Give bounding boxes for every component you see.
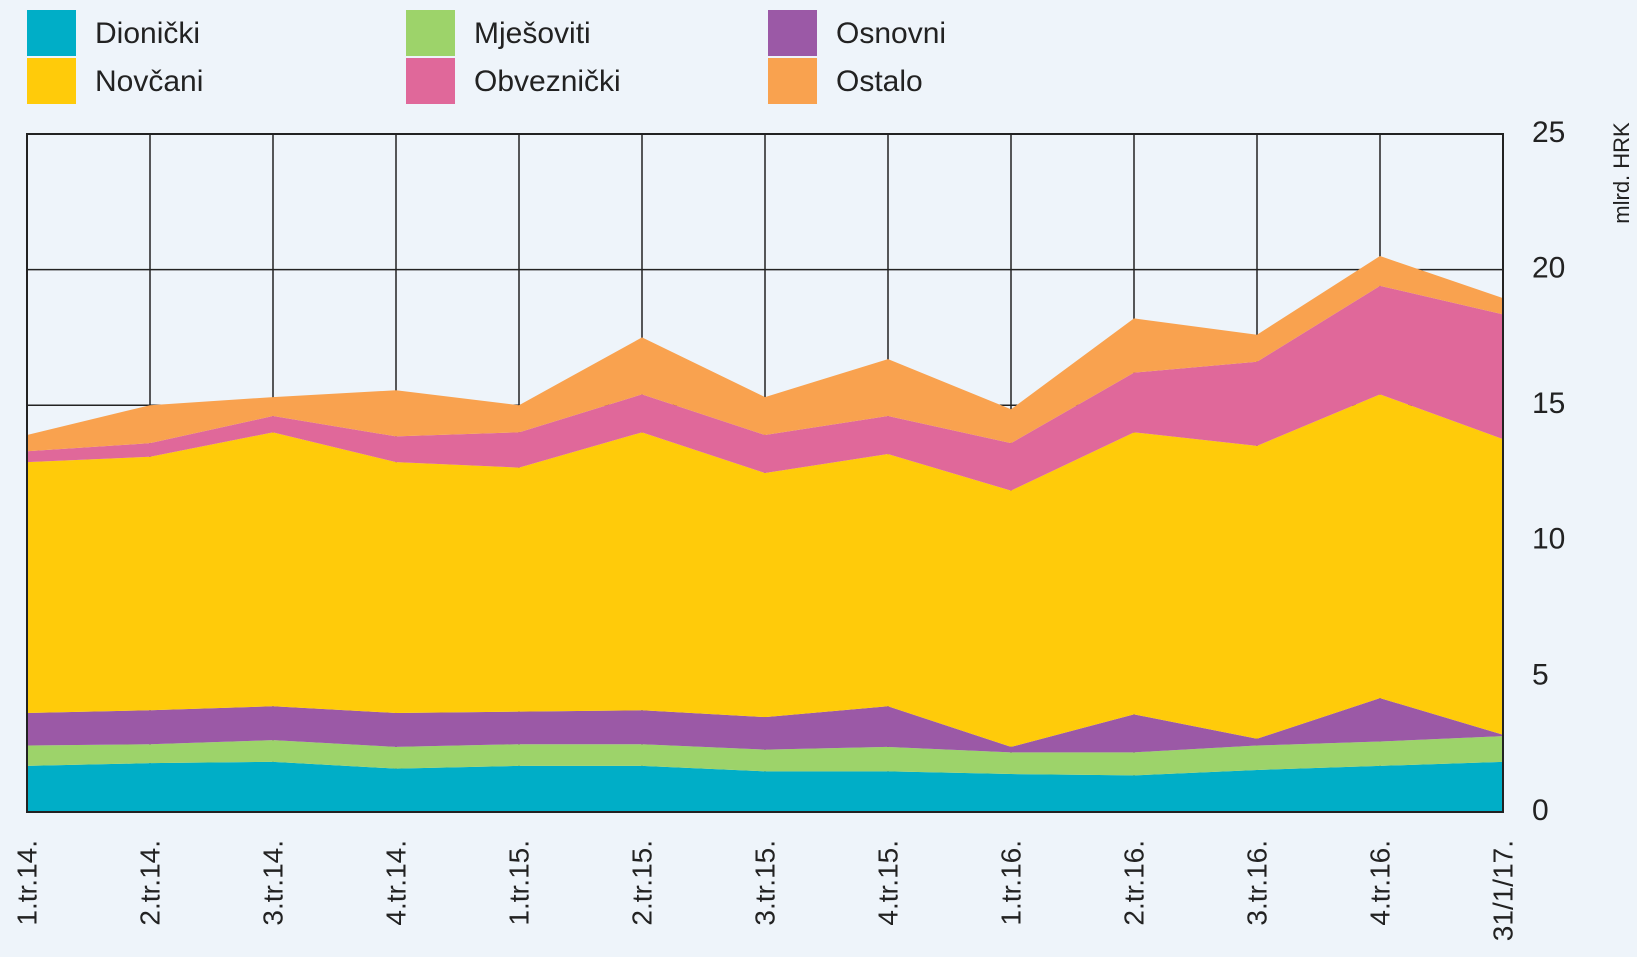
x-tick-label: 4.tr.16. <box>1364 840 1395 926</box>
y-axis-label: mlrd. HRK <box>1609 122 1634 224</box>
plot-border <box>26 133 1504 813</box>
x-tick-label: 2.tr.15. <box>626 840 657 926</box>
legend-label: Ostalo <box>836 65 923 98</box>
legend-label: Obveznički <box>474 65 621 98</box>
y-tick-label: 5 <box>1532 658 1549 691</box>
x-tick-label: 3.tr.15. <box>749 840 780 926</box>
legend-label: Dionički <box>95 17 200 50</box>
y-tick-label: 20 <box>1532 252 1565 285</box>
y-tick-label: 15 <box>1532 387 1565 420</box>
x-tick-label: 3.tr.16. <box>1241 840 1272 926</box>
x-tick-label: 4.tr.15. <box>872 840 903 926</box>
x-tick-label: 2.tr.14. <box>134 840 165 926</box>
legend-swatch <box>406 10 455 56</box>
legend-swatch <box>768 10 817 56</box>
y-tick-label: 25 <box>1532 116 1565 149</box>
x-tick-label: 3.tr.14. <box>257 840 288 926</box>
x-tick-label: 1.tr.15. <box>503 840 534 926</box>
x-tick-label: 1.tr.14. <box>11 840 42 926</box>
legend-swatch <box>27 58 76 104</box>
legend-label: Osnovni <box>836 17 946 50</box>
legend-swatch <box>27 10 76 56</box>
y-tick-label: 10 <box>1532 523 1565 556</box>
legend-label: Mješoviti <box>474 17 591 50</box>
legend-label: Novčani <box>95 65 203 98</box>
legend-swatch <box>406 58 455 104</box>
area <box>27 698 1503 753</box>
area <box>27 256 1503 452</box>
x-tick-label: 4.tr.14. <box>380 840 411 926</box>
legend-swatch <box>768 58 817 104</box>
x-tick-label: 31/1/17. <box>1487 840 1518 941</box>
area <box>27 394 1503 747</box>
area <box>27 736 1503 776</box>
area <box>27 285 1503 491</box>
area <box>27 761 1503 812</box>
x-tick-label: 1.tr.16. <box>995 840 1026 926</box>
y-tick-label: 0 <box>1532 794 1549 827</box>
x-tick-label: 2.tr.16. <box>1118 840 1149 926</box>
